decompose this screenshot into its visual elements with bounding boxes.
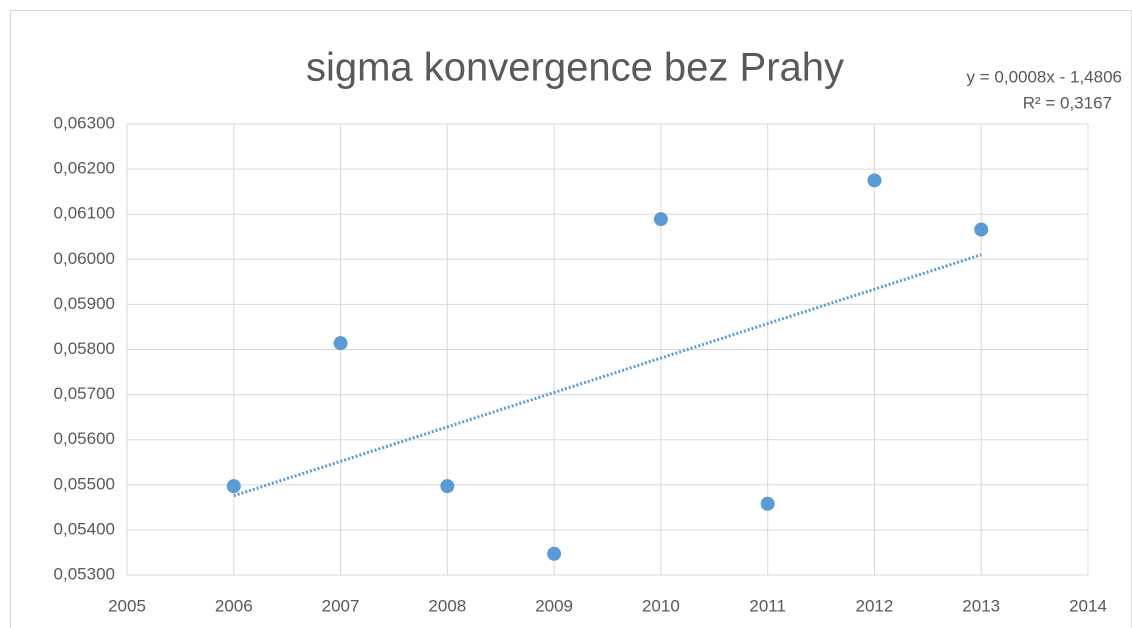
y-tick-label: 0,06100 xyxy=(54,204,115,223)
y-tick-label: 0,06300 xyxy=(54,113,115,132)
trendline xyxy=(233,253,982,498)
x-tick-label: 2005 xyxy=(108,596,146,615)
y-tick-label: 0,05800 xyxy=(54,339,115,358)
y-tick-label: 0,05500 xyxy=(54,474,115,493)
y-tick-label: 0,05700 xyxy=(54,384,115,403)
y-tick-label: 0,06200 xyxy=(54,159,115,178)
point xyxy=(653,212,668,227)
point xyxy=(974,222,989,237)
y-tick-label: 0,05300 xyxy=(54,564,115,583)
x-tick-label: 2009 xyxy=(535,596,573,615)
x-tick-label: 2011 xyxy=(749,596,786,615)
x-tick-label: 2012 xyxy=(856,596,894,615)
y-tick-label: 0,05400 xyxy=(54,519,115,538)
x-tick-label: 2014 xyxy=(1069,596,1107,615)
point xyxy=(867,173,882,188)
chart-border xyxy=(10,10,1132,628)
x-tick-label: 2007 xyxy=(322,596,360,615)
trend-r2: R² = 0,3167 xyxy=(1023,93,1112,112)
point xyxy=(440,479,455,494)
chart-title: sigma konvergence bez Prahy xyxy=(306,46,844,90)
x-tick-label: 2006 xyxy=(215,596,253,615)
point xyxy=(333,336,348,351)
y-tick-label: 0,05900 xyxy=(54,294,115,313)
y-tick-label: 0,06000 xyxy=(54,249,115,268)
x-tick-label: 2008 xyxy=(428,596,466,615)
x-tick-label: 2010 xyxy=(642,596,680,615)
x-tick-label: 2013 xyxy=(962,596,1000,615)
point xyxy=(226,479,241,494)
trend-equation: y = 0,0008x - 1,4806 xyxy=(967,67,1122,86)
y-tick-label: 0,05600 xyxy=(54,429,115,448)
point xyxy=(547,546,562,561)
point xyxy=(760,496,775,511)
